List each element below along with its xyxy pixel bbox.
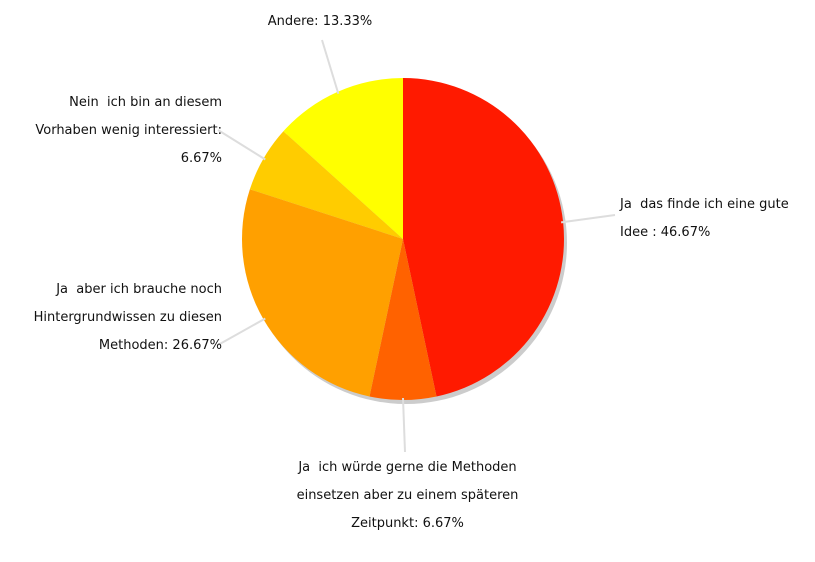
value-label: 46.67%: [660, 225, 711, 240]
value-label: 6.67%: [422, 516, 464, 531]
leader-line: [560, 214, 616, 224]
slice-label: Ja ich würde gerne die Methoden einsetze…: [290, 454, 525, 538]
value-label: 6.67%: [180, 151, 222, 166]
slice-label: Nein ich bin an diesem Vorhaben wenig in…: [5, 89, 222, 173]
slice-label: Ja das finde ich eine gute Idee : 46.67%: [620, 191, 815, 247]
pie-slice: [403, 78, 565, 397]
value-label: 26.67%: [172, 338, 222, 353]
pie-slice: [241, 189, 403, 397]
leader-line: [217, 317, 266, 346]
leader-line: [217, 129, 266, 161]
pie-slice: [283, 78, 403, 239]
category-label: Ja aber ich brauche noch Hintergrundwiss…: [33, 282, 227, 353]
leader-line: [321, 39, 340, 95]
slice-label: Andere: 13.33%: [220, 8, 420, 36]
category-label: Ja ich würde gerne die Methoden einsetze…: [296, 460, 523, 531]
pie-slice: [369, 239, 437, 401]
category-label: Andere:: [267, 14, 319, 29]
leader-line: [402, 397, 406, 453]
pie-slice: [249, 131, 403, 239]
category-label: Nein ich bin an diesem Vorhaben wenig in…: [35, 95, 227, 138]
category-label: Ja das finde ich eine gute Idee :: [620, 197, 793, 240]
value-label: 13.33%: [322, 14, 373, 29]
slice-label: Ja aber ich brauche noch Hintergrundwiss…: [15, 276, 222, 360]
